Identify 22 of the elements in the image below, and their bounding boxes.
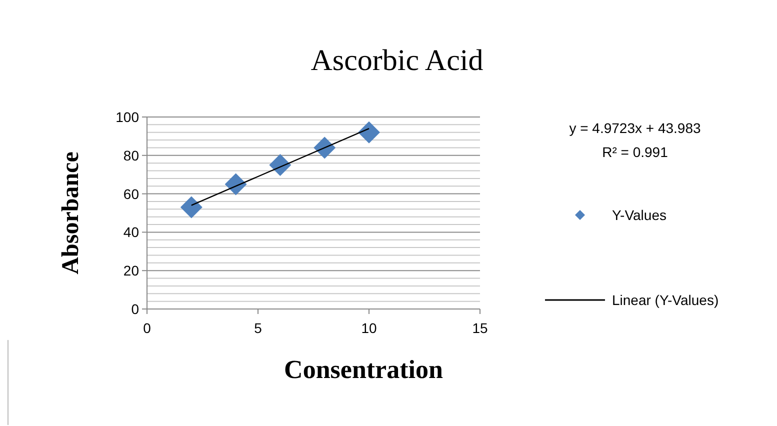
point <box>180 196 202 218</box>
x-tick-label: 15 <box>472 320 488 336</box>
x-axis-title: Consentration <box>284 355 444 384</box>
point <box>314 136 336 159</box>
chart-title: Ascorbic Acid <box>310 44 484 77</box>
y-tick-label: 0 <box>131 301 140 317</box>
y-axis-title: Absorbance <box>58 151 84 274</box>
text: y = 4.9723x + 43.983 <box>569 120 701 136</box>
y-tick-label: 80 <box>123 147 140 164</box>
point <box>269 154 292 176</box>
text: R² = 0.991 <box>602 144 668 160</box>
x-tick-label: 10 <box>361 320 377 336</box>
x-tick-label: 5 <box>254 320 262 336</box>
y-tick-label: 40 <box>123 224 140 240</box>
y-tick-label: 60 <box>123 186 140 202</box>
point <box>224 173 247 196</box>
point <box>358 121 380 144</box>
legend-label: Linear (Y-Values) <box>612 292 719 308</box>
y-tick-label: 20 <box>123 262 140 279</box>
y-tick-label: 100 <box>116 109 140 125</box>
legend-label: Y-Values <box>612 207 666 223</box>
x-tick-label: 0 <box>143 320 152 336</box>
